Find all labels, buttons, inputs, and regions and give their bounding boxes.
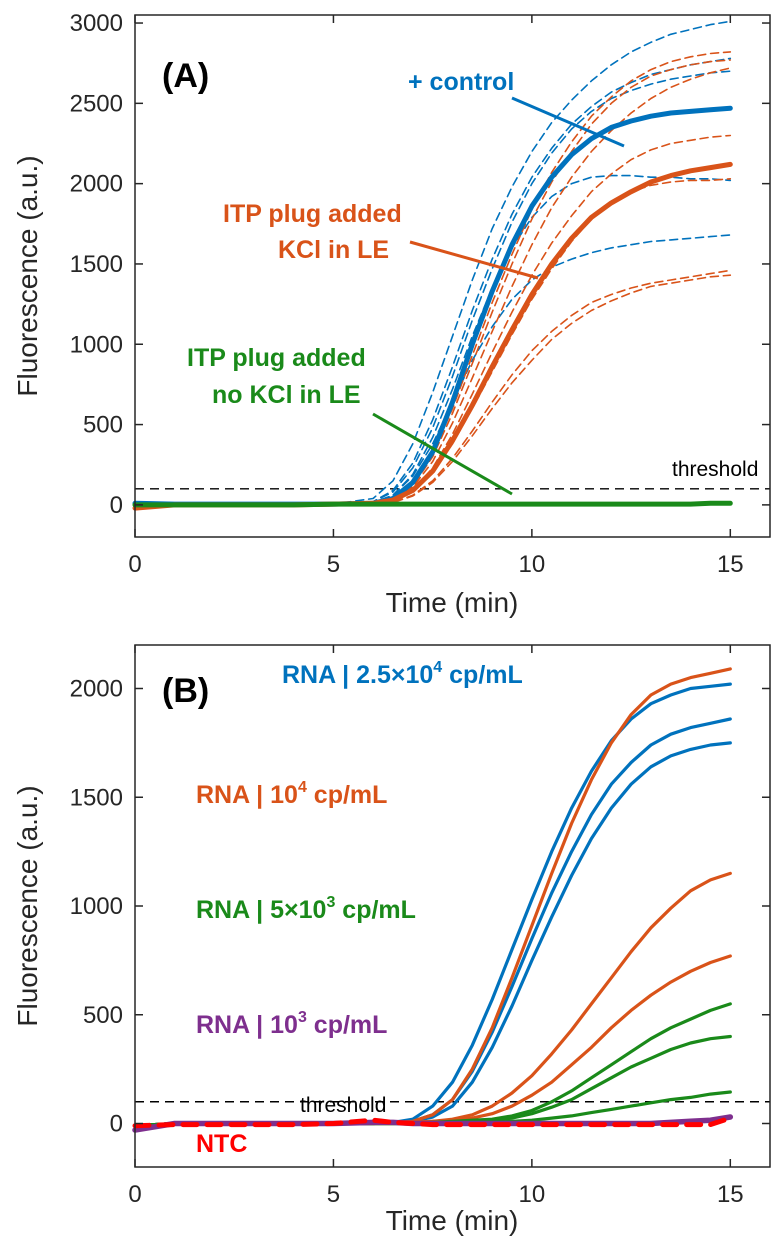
legend-entry-3: RNA | 103 cp/mL [196, 1009, 387, 1039]
panel-a-ytick-label-1000: 1000 [70, 331, 123, 358]
panel-b-ytick-label-1000: 1000 [70, 893, 123, 920]
panel-b: 0 5 10 15 0 500 1000 1500 2000 (B) threshold RNA… [12, 644, 771, 1236]
panel-b-xtick-label-15: 15 [717, 1181, 744, 1208]
panel-a-series-2-green [132, 500, 733, 508]
panel-b-xlabel: Time (min) [386, 1205, 519, 1236]
panel-a-frame [134, 14, 771, 538]
panel-a-xtick-label-10: 10 [519, 551, 546, 578]
legend-entry-1: RNA | 104 cp/mL [196, 779, 387, 809]
panel-a-plot-area [135, 15, 770, 537]
panel-a-ytick-label-2000: 2000 [70, 171, 123, 198]
panel-a-threshold-label: threshold [672, 458, 758, 481]
panel-b-ytick-label-1500: 1500 [70, 784, 123, 811]
panel-a-ylabel: Fluorescence (a.u.) [12, 155, 43, 396]
annotation-nokcl-line1: ITP plug added [187, 344, 366, 372]
legend-entry-4: NTC [196, 1130, 247, 1158]
panel-a-ticks: 0 5 10 15 0 500 1000 1500 2000 2500 3000 [70, 10, 770, 578]
panel-a-label: (A) [162, 57, 209, 95]
panel-b-threshold-label: threshold [300, 1094, 386, 1117]
panel-a-ytick-label-3000: 3000 [70, 10, 123, 37]
annotation-control-pointer [511, 96, 625, 148]
annotation-kcl-pointer [409, 240, 539, 280]
legend-entry-0: RNA | 2.5×104 cp/mL [282, 659, 523, 689]
panel-a-xtick-label-15: 15 [717, 551, 744, 578]
panel-b-series [132, 667, 734, 1133]
panel-a-xtick-label-5: 5 [327, 551, 340, 578]
panel-a-xlabel: Time (min) [386, 587, 519, 618]
panel-b-ytick-label-0: 0 [110, 1111, 123, 1138]
panel-a-xtick-label-0: 0 [128, 551, 141, 578]
panel-b-ticks: 0 5 10 15 0 500 1000 1500 2000 [70, 645, 770, 1208]
panel-b-xtick-label-5: 5 [327, 1181, 340, 1208]
annotation-kcl-line1: ITP plug added [223, 200, 402, 228]
panel-b-ylabel: Fluorescence (a.u.) [12, 785, 43, 1026]
legend-entry-2: RNA | 5×103 cp/mL [196, 894, 416, 924]
panel-b-series-10-red-dashed [132, 1115, 733, 1129]
panel-a-ytick-label-0: 0 [110, 492, 123, 519]
annotation-nokcl-line2: no KCl in LE [212, 381, 361, 409]
panel-b-legend: RNA | 2.5×104 cp/mL RNA | 104 cp/mL RNA | … [196, 659, 523, 1158]
panel-a: 0 5 10 15 0 500 1000 1500 2000 2500 3000 (A) thres… [12, 10, 771, 618]
panel-b-ytick-label-2000: 2000 [70, 676, 123, 703]
panel-a-ytick-label-1500: 1500 [70, 251, 123, 278]
panel-a-ytick-label-500: 500 [83, 412, 123, 439]
annotation-control: + control [408, 68, 514, 96]
panel-b-xtick-label-0: 0 [128, 1181, 141, 1208]
annotation-kcl-line2: KCl in LE [278, 236, 389, 264]
annotation-nokcl-pointer [372, 412, 513, 496]
panel-b-label: (B) [162, 672, 209, 710]
panel-b-xtick-label-10: 10 [519, 1181, 546, 1208]
panel-b-ytick-label-500: 500 [83, 1002, 123, 1029]
panel-a-ytick-label-2500: 2500 [70, 90, 123, 117]
panel-a-series [132, 20, 733, 511]
